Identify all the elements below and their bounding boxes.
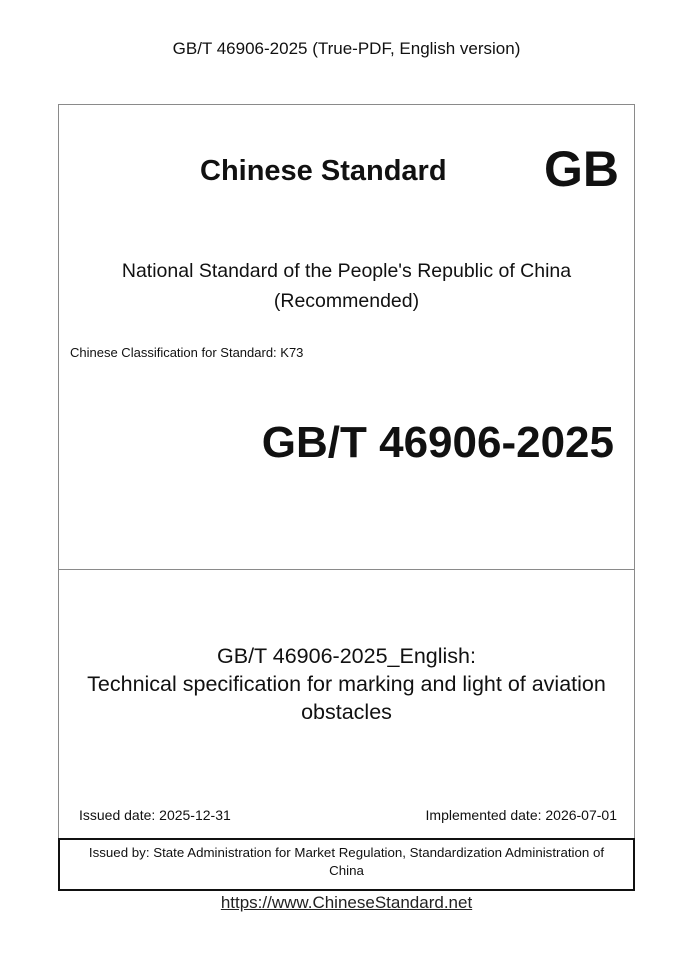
- cover-divider: [58, 569, 635, 570]
- issuer-line-1: Issued by: State Administration for Mark…: [88, 845, 605, 860]
- title-line-3: obstacles: [301, 700, 392, 724]
- cover-frame: [58, 104, 635, 840]
- page-header: GB/T 46906-2025 (True-PDF, English versi…: [172, 39, 521, 58]
- issuer-box: Issued by: State Administration for Mark…: [58, 838, 635, 891]
- gb-mark: GB: [544, 141, 619, 197]
- document-title: GB/T 46906-2025_English: Technical speci…: [58, 642, 635, 726]
- national-line-1: National Standard of the People's Republ…: [121, 260, 572, 282]
- title-line-1: GB/T 46906-2025_English:: [217, 644, 476, 668]
- website-link[interactable]: https://www.ChineseStandard.net: [220, 893, 473, 912]
- standard-number: GB/T 46906-2025: [261, 418, 614, 467]
- national-line-2: (Recommended): [273, 290, 420, 312]
- implemented-date: Implemented date: 2026-07-01: [425, 807, 617, 823]
- title-line-2: Technical specification for marking and …: [87, 672, 606, 696]
- issued-date: Issued date: 2025-12-31: [79, 807, 231, 823]
- national-standard-text: National Standard of the People's Republ…: [58, 256, 635, 316]
- brand-title: Chinese Standard: [200, 155, 447, 187]
- issuer-line-2: China: [329, 863, 364, 878]
- classification: Chinese Classification for Standard: K73: [70, 345, 304, 360]
